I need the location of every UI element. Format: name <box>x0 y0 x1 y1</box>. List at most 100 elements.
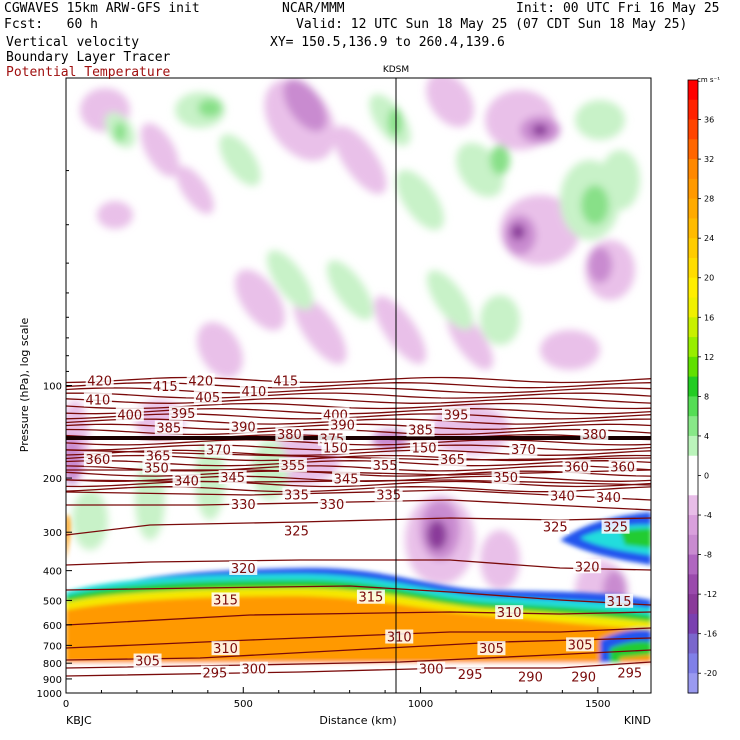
theta-label-bg <box>317 497 346 512</box>
colorbar-tick-label: 24 <box>704 234 714 243</box>
y-tick-label: 900 <box>43 675 62 686</box>
theta-label-bg <box>211 592 240 607</box>
theta-label: 295 <box>458 668 483 683</box>
theta-label: 320 <box>231 562 256 577</box>
theta-label: 415 <box>273 374 298 389</box>
colorbar-band <box>688 139 698 160</box>
theta-label-bg <box>328 417 357 432</box>
colorbar-band <box>688 455 698 477</box>
theta-label-bg <box>229 560 258 575</box>
theta-label: 330 <box>319 498 344 513</box>
y-axis-label: Pressure (hPa), log scale <box>18 318 31 453</box>
theta-label: 295 <box>202 667 227 682</box>
colorbar-band <box>688 99 698 121</box>
isentrope-line <box>66 392 651 399</box>
theta-label: 310 <box>497 606 522 621</box>
theta-label-bg <box>186 373 215 388</box>
valid-time: Valid: 12 UTC Sun 18 May 25 (07 CDT Sun … <box>296 17 688 32</box>
field-vertical-velocity: Vertical velocity <box>6 35 140 50</box>
x-axis: 0 500 1000 1500 <box>63 687 634 710</box>
theta-label: 360 <box>85 453 110 468</box>
theta-label: 325 <box>603 521 628 536</box>
colorbar-tick-label: 20 <box>704 274 714 283</box>
theta-label-bg <box>85 373 114 388</box>
colorbar-band <box>688 475 698 496</box>
theta-label-bg <box>605 593 634 608</box>
theta-label-bg <box>385 629 414 644</box>
colorbar-band <box>688 317 698 338</box>
theta-label: 310 <box>387 631 412 646</box>
theta-label: 330 <box>231 498 256 513</box>
isentrope-line <box>66 649 651 669</box>
theta-label-bg <box>371 458 400 473</box>
y-tick-label: 800 <box>43 659 62 670</box>
colorbar-tick-label: 8 <box>704 392 709 401</box>
theta-label: 370 <box>206 444 231 459</box>
theta-label-bg <box>594 489 623 504</box>
theta-label-bg <box>271 373 300 388</box>
isentrope-line <box>66 517 651 536</box>
theta-label: 325 <box>543 521 568 536</box>
theta-label-bg <box>200 665 229 680</box>
colorbar-band <box>688 119 698 140</box>
init-time: Init: 00 UTC Fri 16 May 25 <box>516 1 720 16</box>
colorbar-tick-label: -16 <box>704 630 717 639</box>
y-tick-label: 500 <box>43 596 62 607</box>
theta-label: 380 <box>582 428 607 443</box>
theta-label-bg <box>580 427 609 442</box>
theta-label-bg <box>569 669 598 684</box>
theta-label-bg <box>282 523 311 538</box>
theta-label: 335 <box>376 489 401 504</box>
theta-label: 290 <box>518 670 543 685</box>
colorbar-tick-label: -12 <box>704 590 717 599</box>
theta-label: 360 <box>610 461 635 476</box>
theta-label-bg <box>562 459 591 474</box>
theta-label: 385 <box>156 422 181 437</box>
theta-label-bg <box>229 419 258 434</box>
colorbar-tick-label: 4 <box>704 432 709 441</box>
forecast-hour: Fcst: 60 h <box>4 17 98 32</box>
colorbar-band <box>688 515 698 536</box>
theta-label: 355 <box>280 459 305 474</box>
colorbar-unit: cm s⁻¹ <box>697 76 720 84</box>
colorbar-band <box>688 297 698 318</box>
y-tick-label: 300 <box>43 528 62 539</box>
theta-label: 410 <box>241 385 266 400</box>
theta-label-bg <box>151 378 180 393</box>
isentrope-line <box>66 376 651 384</box>
theta-label-bg <box>477 641 506 656</box>
station-marker-label: KDSM <box>383 65 409 75</box>
theta-label-bg <box>133 653 162 668</box>
x-tick-label: 1500 <box>585 699 610 710</box>
colorbar-band <box>688 356 698 378</box>
x-axis-label: Distance (km) <box>319 714 396 727</box>
theta-label-bg <box>456 667 485 682</box>
theta-label-bg <box>83 452 112 467</box>
theta-label-bg <box>566 637 595 652</box>
theta-label: 390 <box>330 419 355 434</box>
theta-label-bg <box>172 473 201 488</box>
theta-label-bg <box>239 661 268 676</box>
theta-label-bg <box>410 440 439 455</box>
isentrope-line <box>66 413 651 420</box>
theta-label: 420 <box>87 374 112 389</box>
isentrope-line <box>66 418 651 425</box>
theta-label-bg <box>438 452 467 467</box>
colorbar-tick-label: 28 <box>704 195 714 204</box>
colorbar-tick-label: 16 <box>704 313 714 322</box>
colorbar-band <box>688 337 698 358</box>
colorbar-tick-label: -4 <box>704 511 712 520</box>
y-tick-label: 1000 <box>37 689 62 700</box>
theta-label: 320 <box>575 560 600 575</box>
theta-label-bg <box>204 442 233 457</box>
theta-label: 355 <box>373 459 398 474</box>
theta-label: 150 <box>412 441 437 456</box>
theta-label-bg <box>115 407 144 422</box>
right-endpoint-label: KIND <box>624 714 651 727</box>
theta-label-bg <box>154 420 183 435</box>
org-title: NCAR/MMM <box>282 1 345 16</box>
theta-label: 340 <box>550 490 575 505</box>
theta-label: 315 <box>213 593 238 608</box>
theta-label: 415 <box>153 380 178 395</box>
theta-label-bg <box>509 441 538 456</box>
